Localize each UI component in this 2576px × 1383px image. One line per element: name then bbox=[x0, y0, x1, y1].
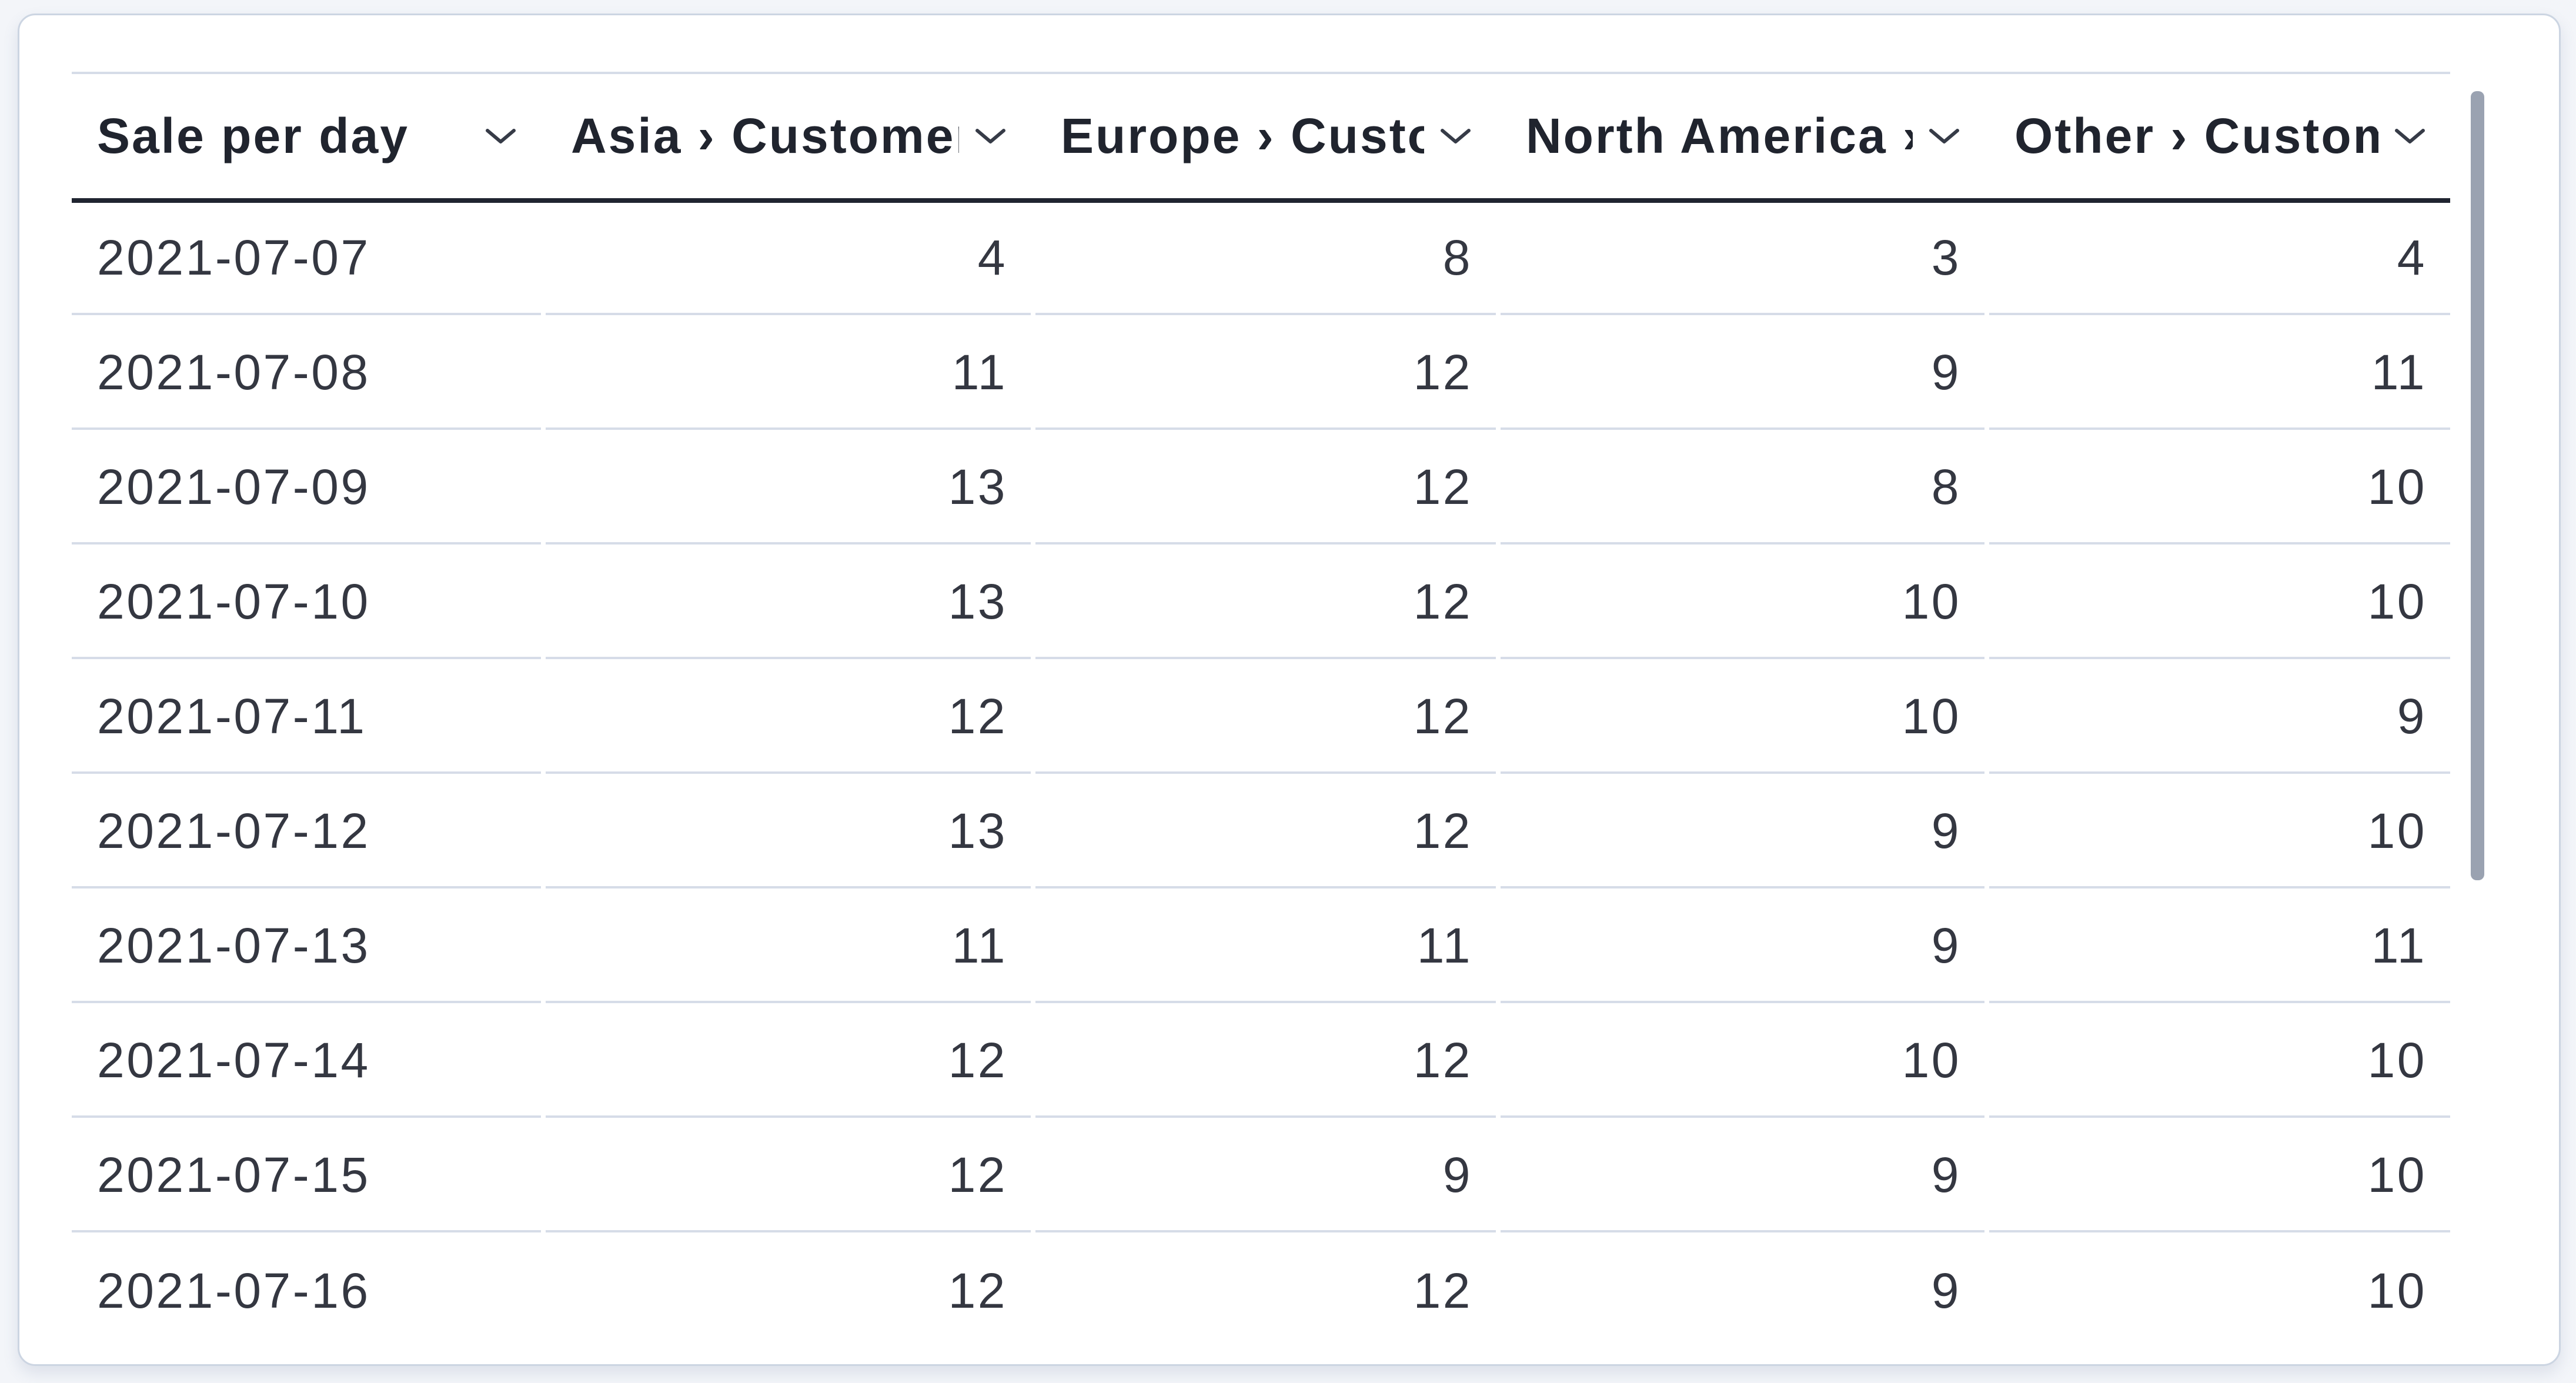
table-panel: Sale per day Asia › Customers Europe › Cus… bbox=[18, 14, 2561, 1366]
cell-date: 2021-07-08 bbox=[72, 318, 541, 430]
chevron-down-icon bbox=[486, 128, 516, 143]
cell-other: 9 bbox=[1989, 662, 2450, 774]
table-row: 2021-07-09 13 12 8 10 bbox=[72, 432, 2450, 547]
chevron-down-icon bbox=[1929, 128, 1959, 143]
cell-other: 11 bbox=[1989, 318, 2450, 430]
table-row: 2021-07-14 12 12 10 10 bbox=[72, 1005, 2450, 1120]
cell-europe: 12 bbox=[1035, 1005, 1496, 1118]
table-row: 2021-07-10 13 12 10 10 bbox=[72, 547, 2450, 662]
cell-other: 4 bbox=[1989, 203, 2450, 315]
cell-europe: 12 bbox=[1035, 432, 1496, 544]
cell-asia: 13 bbox=[546, 432, 1031, 544]
cell-asia: 13 bbox=[546, 776, 1031, 888]
cell-europe: 12 bbox=[1413, 1263, 1472, 1318]
chevron-down-icon bbox=[2395, 128, 2425, 143]
cell-north_america: 10 bbox=[1501, 662, 1984, 774]
cell-other: 10 bbox=[1989, 1005, 2450, 1118]
table-body: 2021-07-07 4 8 3 4 2021-07-08 11 12 9 11 2021-07-0… bbox=[72, 203, 2450, 1349]
cell-europe: 11 bbox=[1035, 891, 1496, 1003]
cell-other: 10 bbox=[1989, 432, 2450, 544]
chevron-down-icon bbox=[1441, 128, 1471, 143]
cell-north_america: 3 bbox=[1501, 203, 1984, 315]
column-header-label: Other › Customers bbox=[2014, 108, 2378, 163]
cell-asia: 12 bbox=[948, 1263, 1007, 1318]
cell-other: 11 bbox=[1989, 891, 2450, 1003]
cell-date: 2021-07-10 bbox=[72, 547, 541, 659]
cell-europe: 9 bbox=[1035, 1120, 1496, 1232]
table-row: 2021-07-12 13 12 9 10 bbox=[72, 776, 2450, 891]
data-grid: Sale per day Asia › Customers Europe › Cus… bbox=[72, 72, 2450, 1349]
cell-asia: 13 bbox=[546, 547, 1031, 659]
cell-asia: 11 bbox=[546, 318, 1031, 430]
table-row: 2021-07-15 12 9 9 10 bbox=[72, 1120, 2450, 1235]
cell-date: 2021-07-12 bbox=[72, 776, 541, 888]
vertical-scrollbar-thumb[interactable] bbox=[2471, 91, 2484, 880]
cell-north_america: 9 bbox=[1501, 318, 1984, 430]
table-row: 2021-07-07 4 8 3 4 bbox=[72, 203, 2450, 318]
chevron-down-icon bbox=[975, 128, 1005, 143]
table-row: 2021-07-13 11 11 9 11 bbox=[72, 891, 2450, 1005]
column-header-label: North America › Customers bbox=[1526, 108, 1913, 163]
column-header-asia[interactable]: Asia › Customers bbox=[546, 74, 1031, 198]
cell-asia: 11 bbox=[546, 891, 1031, 1003]
cell-date: 2021-07-13 bbox=[72, 891, 541, 1003]
cell-date: 2021-07-16 bbox=[97, 1263, 370, 1318]
cell-other: 10 bbox=[2367, 1263, 2427, 1318]
column-header-other[interactable]: Other › Customers bbox=[1989, 74, 2450, 198]
column-header-date[interactable]: Sale per day bbox=[72, 74, 541, 198]
table-row: 2021-07-16 12 12 9 10 bbox=[72, 1235, 2450, 1349]
cell-europe: 12 bbox=[1035, 547, 1496, 659]
cell-date: 2021-07-09 bbox=[72, 432, 541, 544]
cell-asia: 12 bbox=[546, 662, 1031, 774]
column-header-label: Asia › Customers bbox=[571, 108, 959, 163]
table-row: 2021-07-11 12 12 10 9 bbox=[72, 662, 2450, 776]
cell-north_america: 9 bbox=[1501, 1120, 1984, 1232]
table-row: 2021-07-08 11 12 9 11 bbox=[72, 318, 2450, 432]
cell-date: 2021-07-15 bbox=[72, 1120, 541, 1232]
cell-north_america: 9 bbox=[1501, 776, 1984, 888]
cell-date: 2021-07-07 bbox=[72, 203, 541, 315]
column-header-label: Sale per day bbox=[97, 108, 409, 163]
cell-north_america: 8 bbox=[1501, 432, 1984, 544]
header-row: Sale per day Asia › Customers Europe › Cus… bbox=[72, 74, 2450, 203]
cell-north_america: 9 bbox=[1501, 891, 1984, 1003]
cell-europe: 12 bbox=[1035, 776, 1496, 888]
cell-asia: 12 bbox=[546, 1005, 1031, 1118]
cell-north_america: 10 bbox=[1501, 547, 1984, 659]
cell-other: 10 bbox=[1989, 1120, 2450, 1232]
column-header-europe[interactable]: Europe › Customers bbox=[1035, 74, 1496, 198]
cell-date: 2021-07-14 bbox=[72, 1005, 541, 1118]
cell-asia: 12 bbox=[546, 1120, 1031, 1232]
cell-other: 10 bbox=[1989, 547, 2450, 659]
cell-europe: 12 bbox=[1035, 318, 1496, 430]
cell-other: 10 bbox=[1989, 776, 2450, 888]
cell-asia: 4 bbox=[546, 203, 1031, 315]
cell-north_america: 10 bbox=[1501, 1005, 1984, 1118]
cell-europe: 8 bbox=[1035, 203, 1496, 315]
column-header-label: Europe › Customers bbox=[1061, 108, 1424, 163]
cell-europe: 12 bbox=[1035, 662, 1496, 774]
cell-date: 2021-07-11 bbox=[72, 662, 541, 774]
cell-north_america: 9 bbox=[1931, 1263, 1961, 1318]
column-header-north_america[interactable]: North America › Customers bbox=[1501, 74, 1984, 198]
